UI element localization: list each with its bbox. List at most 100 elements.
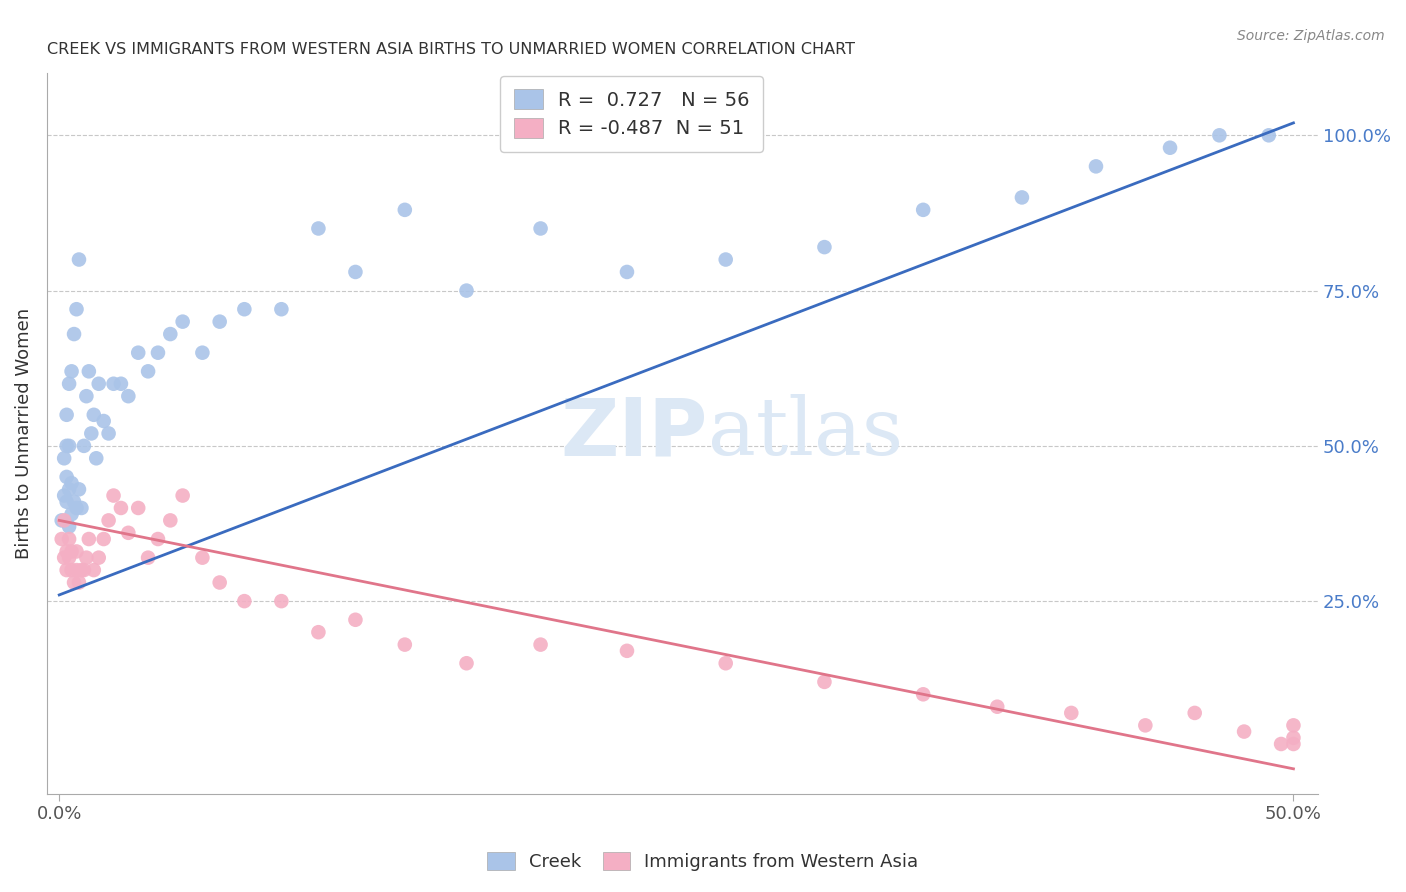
Point [529, 638, 551, 652]
Point [233, 302, 256, 317]
Point [75, 389, 97, 403]
Point [65, 500, 87, 515]
Point [110, 376, 132, 391]
Point [233, 594, 256, 608]
Point [117, 525, 139, 540]
Point [1270, 737, 1292, 751]
Point [159, 327, 181, 342]
Point [60, 476, 83, 491]
Point [1085, 160, 1108, 174]
Point [986, 699, 1008, 714]
Point [53, 489, 76, 503]
Point [65, 544, 87, 558]
Point [70, 563, 93, 577]
Point [1159, 141, 1181, 155]
Point [73, 563, 96, 577]
Point [75, 550, 97, 565]
Point [63, 495, 86, 509]
Point [714, 657, 737, 671]
Text: ZIP: ZIP [561, 394, 709, 473]
Point [270, 302, 292, 317]
Point [1233, 724, 1256, 739]
Point [97, 426, 120, 441]
Legend: R =  0.727   N = 56, R = -0.487  N = 51: R = 0.727 N = 56, R = -0.487 N = 51 [501, 76, 763, 152]
Point [136, 550, 159, 565]
Point [146, 532, 169, 546]
Point [1282, 731, 1305, 745]
Point [307, 221, 329, 235]
Point [55, 470, 77, 484]
Point [60, 563, 83, 577]
Point [55, 563, 77, 577]
Point [67, 575, 90, 590]
Point [55, 544, 77, 558]
Point [58, 483, 80, 497]
Point [1282, 718, 1305, 732]
Point [55, 408, 77, 422]
Point [616, 265, 638, 279]
Text: CREEK VS IMMIGRANTS FROM WESTERN ASIA BIRTHS TO UNMARRIED WOMEN CORRELATION CHAR: CREEK VS IMMIGRANTS FROM WESTERN ASIA BI… [46, 42, 855, 57]
Point [55, 439, 77, 453]
Point [270, 594, 292, 608]
Point [344, 265, 367, 279]
Point [103, 376, 125, 391]
Point [1184, 706, 1206, 720]
Point [60, 544, 83, 558]
Point [307, 625, 329, 640]
Text: atlas: atlas [709, 394, 903, 473]
Point [53, 451, 76, 466]
Point [117, 389, 139, 403]
Point [1208, 128, 1230, 143]
Point [344, 613, 367, 627]
Point [146, 345, 169, 359]
Text: Source: ZipAtlas.com: Source: ZipAtlas.com [1237, 29, 1385, 43]
Point [93, 414, 115, 428]
Point [53, 550, 76, 565]
Point [912, 202, 935, 217]
Point [65, 563, 87, 577]
Point [191, 345, 214, 359]
Point [912, 687, 935, 701]
Y-axis label: Births to Unmarried Women: Births to Unmarried Women [15, 308, 32, 559]
Point [456, 657, 478, 671]
Point [77, 532, 100, 546]
Point [67, 252, 90, 267]
Point [208, 575, 231, 590]
Point [87, 550, 110, 565]
Point [63, 575, 86, 590]
Point [84, 451, 107, 466]
Point [55, 495, 77, 509]
Point [73, 439, 96, 453]
Point [172, 315, 194, 329]
Point [456, 284, 478, 298]
Point [58, 439, 80, 453]
Point [1257, 128, 1279, 143]
Point [208, 315, 231, 329]
Point [813, 674, 835, 689]
Point [65, 302, 87, 317]
Point [51, 513, 73, 527]
Point [110, 500, 132, 515]
Point [103, 489, 125, 503]
Point [1011, 190, 1033, 204]
Legend: Creek, Immigrants from Western Asia: Creek, Immigrants from Western Asia [481, 845, 925, 879]
Point [159, 513, 181, 527]
Point [97, 513, 120, 527]
Point [60, 507, 83, 521]
Point [51, 532, 73, 546]
Point [172, 489, 194, 503]
Point [80, 426, 103, 441]
Point [127, 500, 149, 515]
Point [87, 376, 110, 391]
Point [714, 252, 737, 267]
Point [93, 532, 115, 546]
Point [1135, 718, 1157, 732]
Point [83, 408, 105, 422]
Point [60, 364, 83, 378]
Point [191, 550, 214, 565]
Point [529, 221, 551, 235]
Point [1060, 706, 1083, 720]
Point [58, 550, 80, 565]
Point [63, 327, 86, 342]
Point [67, 483, 90, 497]
